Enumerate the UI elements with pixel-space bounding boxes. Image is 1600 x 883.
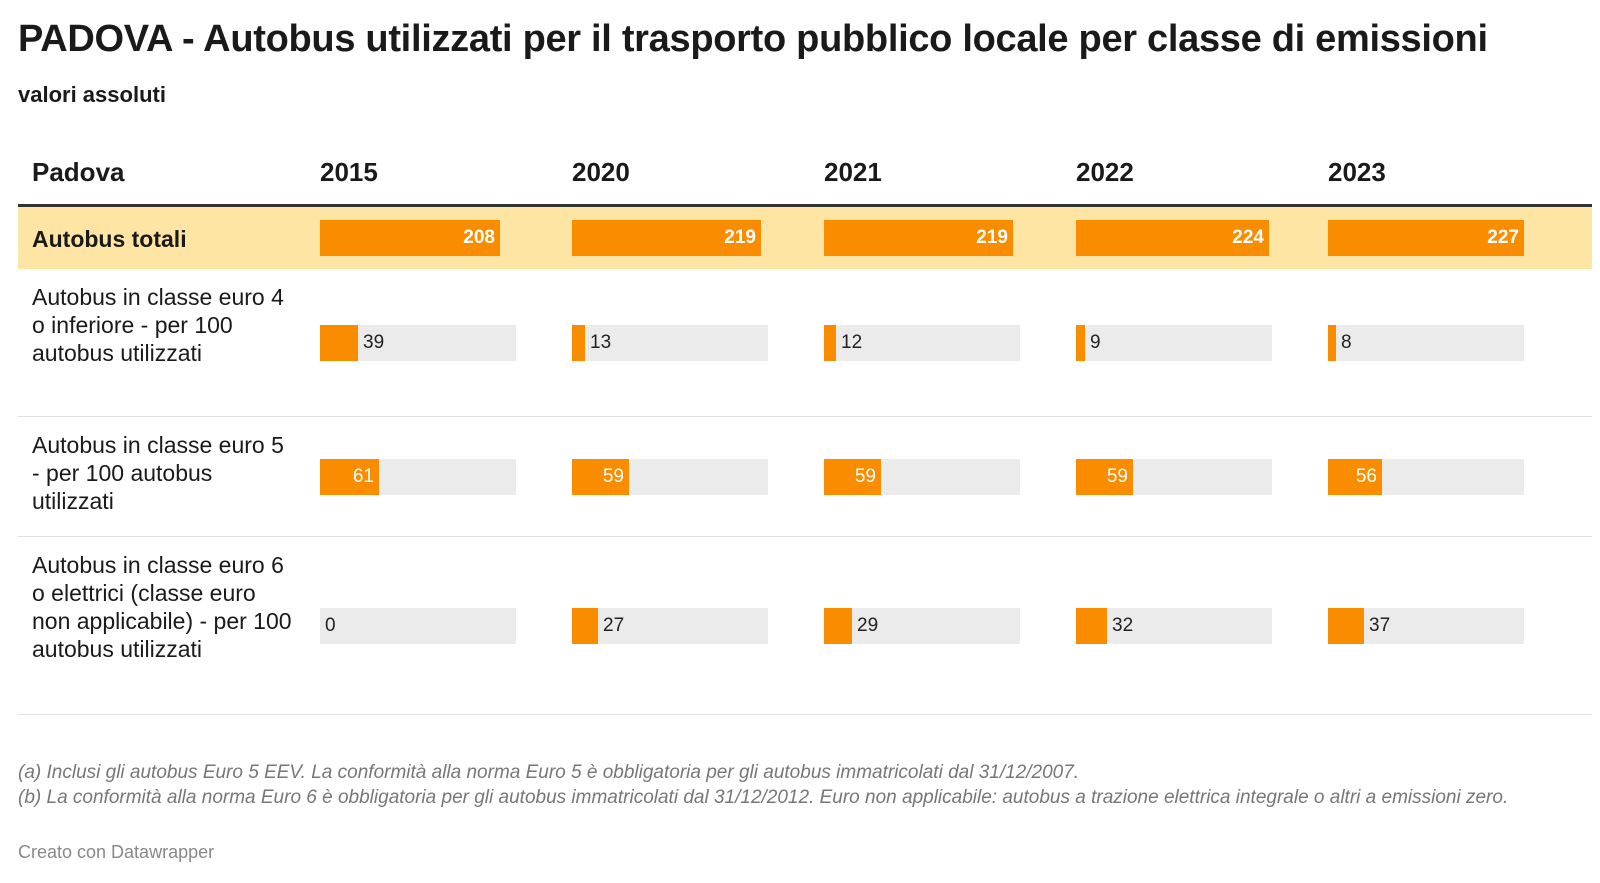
bar-track: 219: [572, 220, 768, 256]
bar: [824, 220, 1013, 256]
footnotes: (a) Inclusi gli autobus Euro 5 EEV. La c…: [18, 760, 1578, 810]
bar: [1076, 325, 1085, 361]
bar: [824, 459, 881, 495]
bar-value-label: 8: [1341, 332, 1352, 353]
bar: [824, 608, 852, 644]
bar-value-label: 59: [854, 466, 876, 487]
bar: [1076, 459, 1133, 495]
bar-track: 224: [1076, 220, 1272, 256]
chart-subtitle: valori assoluti: [18, 82, 166, 107]
credit-text: Creato con Datawrapper: [18, 842, 215, 862]
bar-track: 29: [824, 608, 1020, 644]
bar-track: 61: [320, 459, 516, 495]
bar-value-label: 13: [590, 332, 612, 353]
bar-track: 37: [1328, 608, 1524, 644]
bar-track: 59: [824, 459, 1020, 495]
bar-value-label: 39: [363, 332, 385, 353]
bar-value-label: 12: [841, 332, 863, 353]
header-year-2021[interactable]: 2021: [824, 157, 882, 187]
row-label: Autobus in classe euro 6 o elettrici (cl…: [32, 552, 292, 662]
table-header: Padova 2015 2020 2021 2022 2023: [18, 145, 1592, 207]
header-year-2015[interactable]: 2015: [320, 157, 378, 187]
table-row: Autobus in classe euro 4 o inferiore - p…: [18, 269, 1592, 417]
bar-value-label: 9: [1090, 332, 1101, 353]
header-year-2022[interactable]: 2022: [1076, 157, 1134, 187]
bar-track: 12: [824, 325, 1020, 361]
bar: [1076, 220, 1269, 256]
bar: [320, 459, 379, 495]
bar-track: 9: [1076, 325, 1272, 361]
bar-track: 208: [320, 220, 516, 256]
bar-value-label: 59: [1106, 466, 1128, 487]
footnote-b: (b) La conformità alla norma Euro 6 è ob…: [18, 787, 1509, 808]
bar-track: 59: [572, 459, 768, 495]
bar: [572, 608, 598, 644]
bar: [824, 325, 836, 361]
bar-value-label: 29: [857, 615, 879, 636]
footnote-a: (a) Inclusi gli autobus Euro 5 EEV. La c…: [18, 762, 1080, 783]
bar-track: 39: [320, 325, 516, 361]
bar: [1076, 608, 1107, 644]
bar-value-label: 56: [1355, 466, 1377, 487]
row-label: Autobus in classe euro 4 o inferiore - p…: [32, 284, 284, 366]
bar-value-label: 219: [976, 227, 1008, 248]
header-year-2020[interactable]: 2020: [572, 157, 630, 187]
bar-value-label: 208: [463, 227, 495, 248]
header-year-2023[interactable]: 2023: [1328, 157, 1386, 187]
bar-value-label: 61: [352, 466, 374, 487]
bar: [572, 459, 629, 495]
bar-value-label: 0: [325, 615, 336, 636]
bar-track: 227: [1328, 220, 1524, 256]
bar-track: 8: [1328, 325, 1524, 361]
row-label: Autobus in classe euro 5 - per 100 autob…: [32, 432, 284, 514]
bar-value-label: 227: [1487, 227, 1519, 248]
bar: [572, 220, 761, 256]
bar-track: 13: [572, 325, 768, 361]
bar: [1328, 325, 1336, 361]
bar: [320, 325, 358, 361]
bar-track: 59: [1076, 459, 1272, 495]
table-row: Autobus in classe euro 5 - per 100 autob…: [18, 417, 1592, 537]
bar-value-label: 32: [1112, 615, 1134, 636]
bar: [1328, 220, 1524, 256]
bar-track: 56: [1328, 459, 1524, 495]
row-label: Autobus totali: [32, 226, 187, 252]
bar-value-label: 27: [603, 615, 625, 636]
header-label[interactable]: Padova: [32, 157, 125, 187]
table-row: Autobus in classe euro 6 o elettrici (cl…: [18, 537, 1592, 715]
bar-value-label: 37: [1369, 615, 1391, 636]
bar-track: 27: [572, 608, 768, 644]
bar-value-label: 224: [1232, 227, 1264, 248]
table-row-totals: Autobus totali 208 219 219 224 227: [18, 207, 1592, 269]
bar: [1328, 459, 1382, 495]
bar: [320, 220, 500, 256]
data-table: Padova 2015 2020 2021 2022 2023 Autobus …: [18, 145, 1592, 715]
bar-track: 32: [1076, 608, 1272, 644]
bar-value-label: 219: [724, 227, 756, 248]
bar-value-label: 59: [602, 466, 624, 487]
bar: [572, 325, 585, 361]
table-body: Autobus totali 208 219 219 224 227 Autobus in …: [18, 207, 1592, 715]
bar: [1328, 608, 1364, 644]
chart-title: PADOVA - Autobus utilizzati per il trasp…: [18, 18, 1488, 60]
bar-track: 219: [824, 220, 1020, 256]
bar-track: 0: [320, 608, 516, 644]
